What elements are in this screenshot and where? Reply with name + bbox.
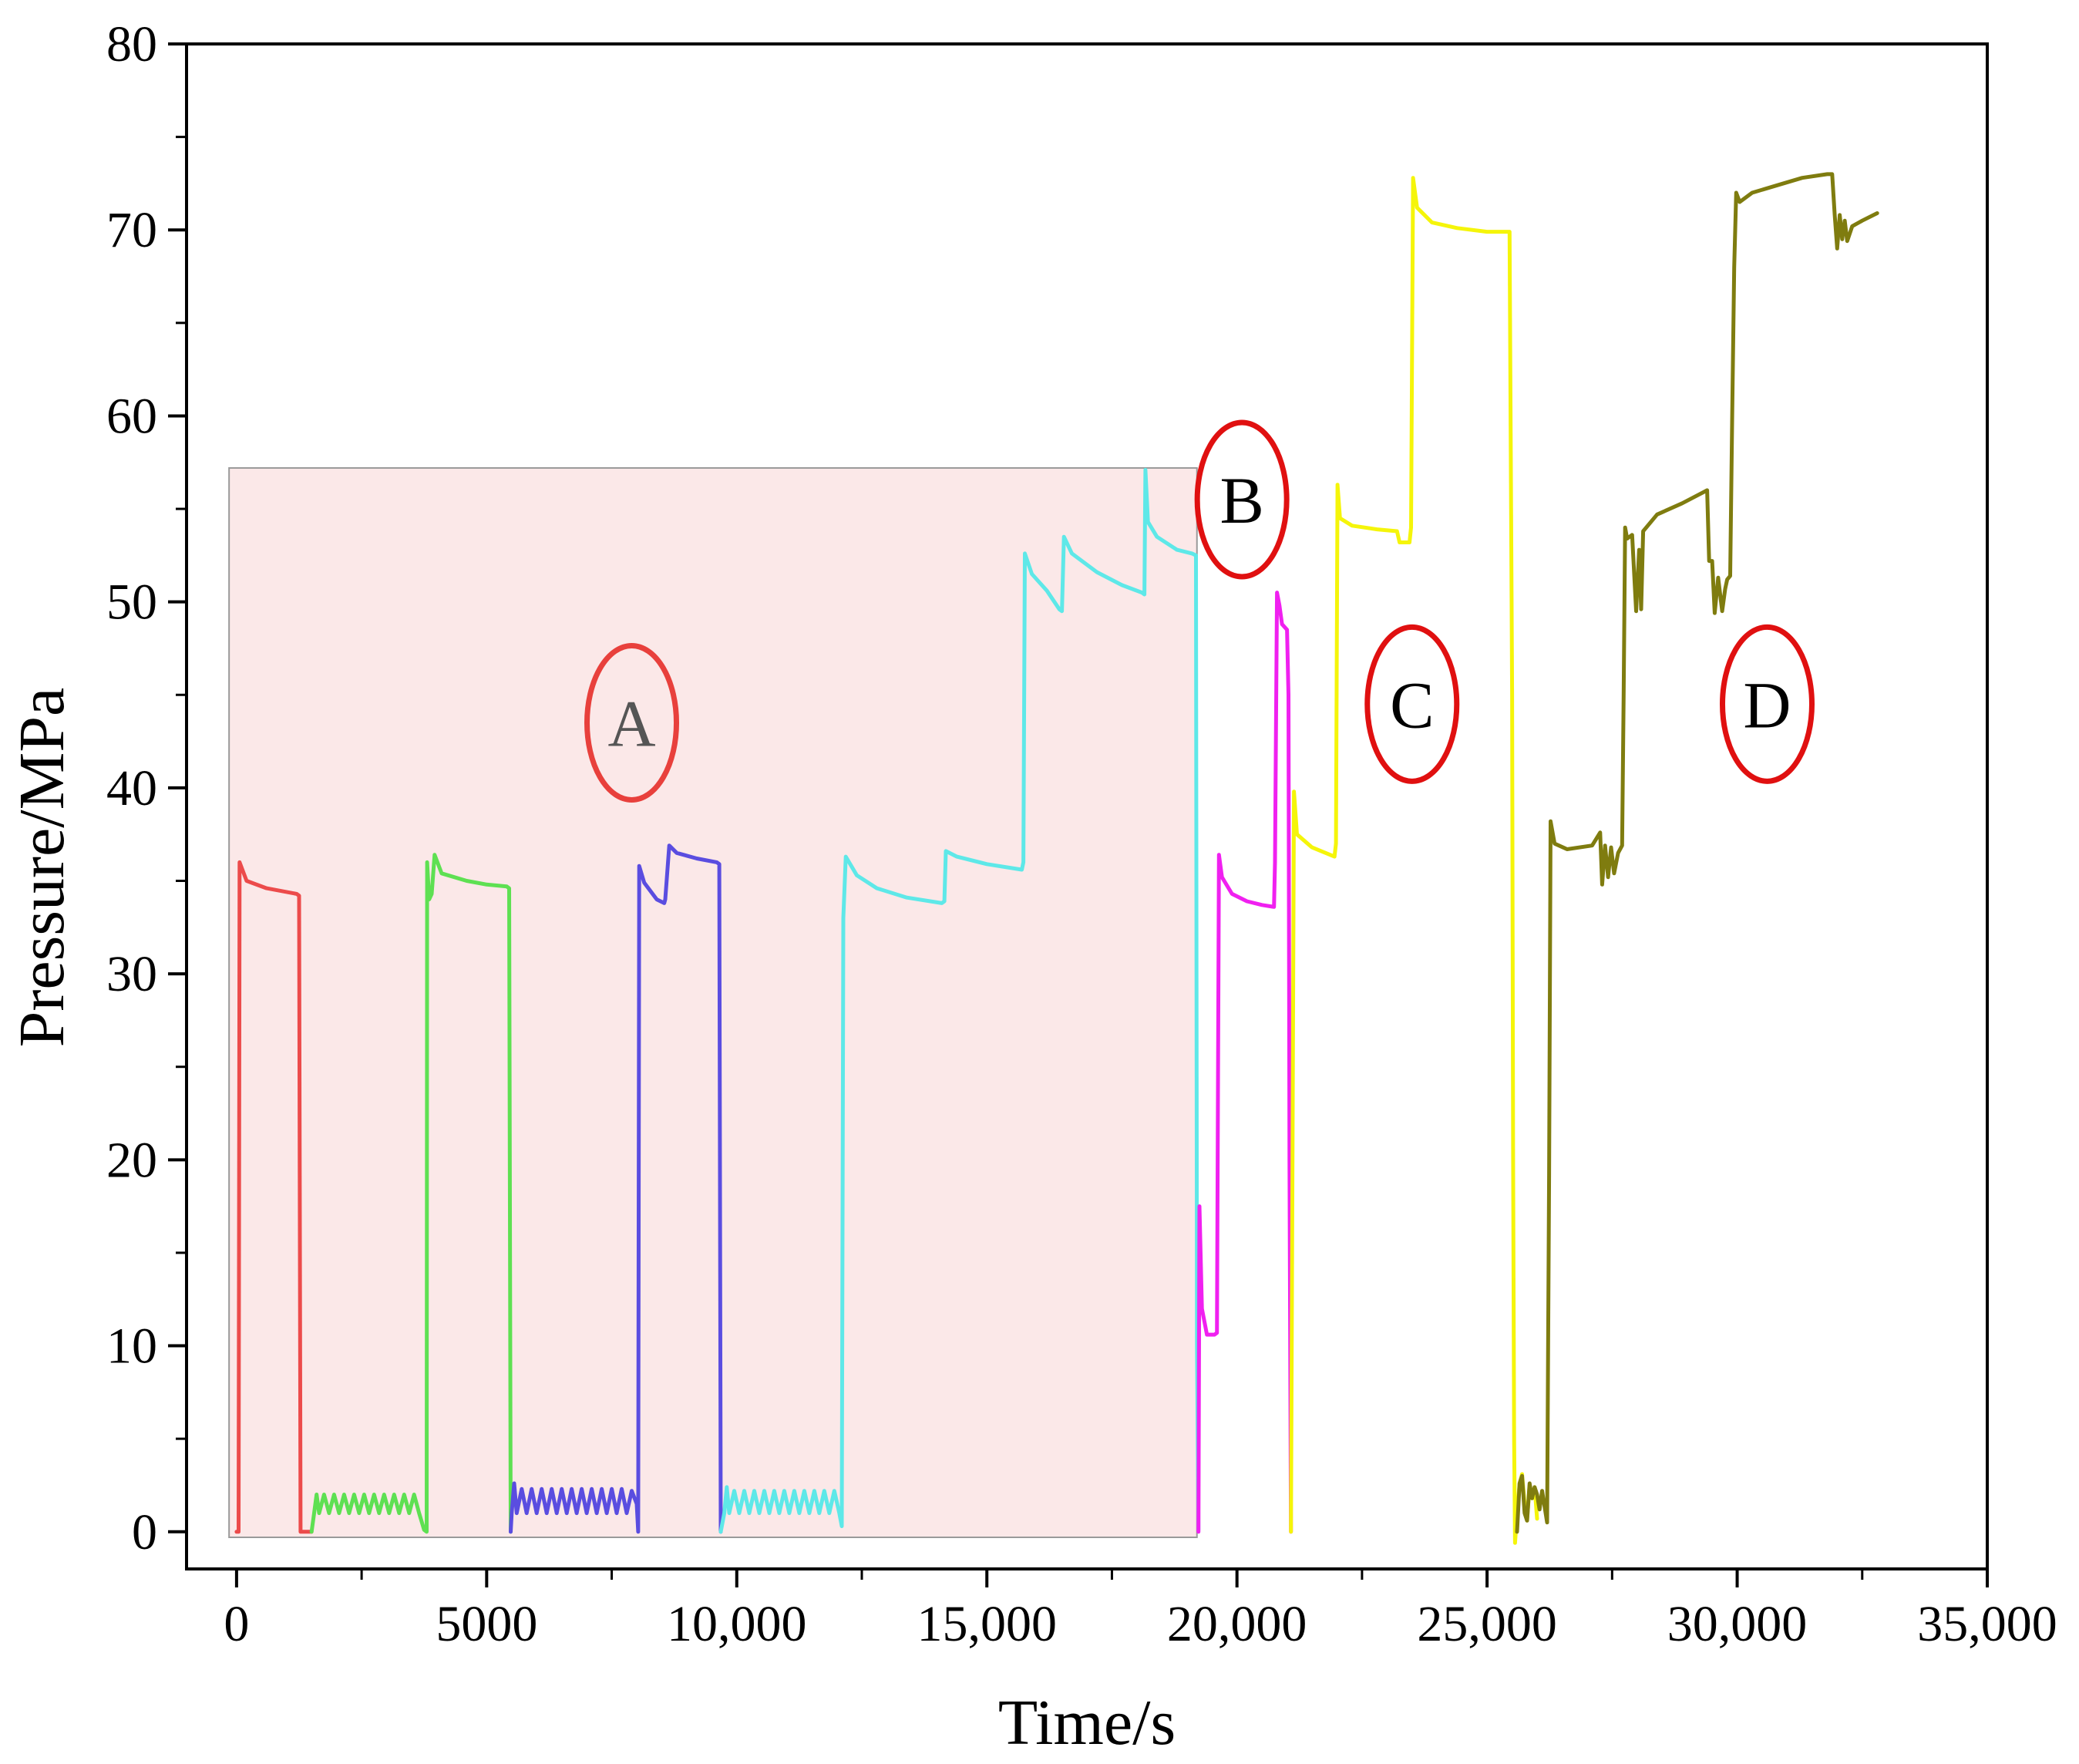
- y-tick-label: 20: [106, 1132, 157, 1188]
- x-tick-label: 10,000: [667, 1596, 807, 1652]
- y-tick-label: 10: [106, 1318, 157, 1375]
- annotation-circle-c: [1364, 624, 1460, 784]
- shaded-region-a: [228, 466, 1198, 1538]
- series-line-1-segment-1: [234, 860, 314, 1534]
- series-line-2-segment-1: [309, 853, 513, 1534]
- y-tick-label: 40: [106, 760, 157, 816]
- y-tick-label: 60: [106, 388, 157, 444]
- x-axis-title: Time/s: [998, 1687, 1176, 1759]
- x-tick-label: 30,000: [1667, 1596, 1808, 1652]
- shaded-region-layer: [228, 466, 1198, 1538]
- x-tick-label: 25,000: [1417, 1596, 1557, 1652]
- annotation-circle-b: [1194, 419, 1290, 580]
- annotation-label-c: C: [1390, 668, 1434, 742]
- series-line-7-segment-1: [1515, 172, 1879, 1534]
- series-layer: [234, 172, 1879, 1545]
- y-tick-label: 50: [106, 574, 157, 631]
- y-tick-label: 30: [106, 946, 157, 1002]
- x-tick-label: 0: [224, 1596, 249, 1652]
- annotation-label-d: D: [1743, 668, 1791, 742]
- y-tick-label: 0: [132, 1504, 157, 1560]
- annotation-circle-d: [1719, 624, 1815, 784]
- x-tick-label: 35,000: [1917, 1596, 2057, 1652]
- series-line-5-segment-1: [1196, 591, 1293, 1534]
- y-tick-label: 80: [106, 16, 157, 72]
- x-tick-label: 20,000: [1167, 1596, 1307, 1652]
- annotation-label-a: A: [607, 686, 655, 760]
- plot-frame: [185, 42, 1989, 1570]
- annotation-layer: A B C D: [584, 419, 1815, 803]
- y-axis-title: Pressure/MPa: [6, 688, 78, 1048]
- y-tick-label: 70: [106, 202, 157, 258]
- series-line-3-segment-1: [509, 843, 723, 1534]
- series-line-4-segment-1: [718, 467, 1201, 1534]
- axes-layer: 0 5000 10,000 15,000 20,000 25,000 30,000 35,00…: [106, 16, 2057, 1652]
- annotation-label-b: B: [1219, 463, 1263, 537]
- annotation-circle-a: [584, 642, 680, 803]
- x-tick-label: 5000: [436, 1596, 537, 1652]
- x-tick-label: 15,000: [917, 1596, 1057, 1652]
